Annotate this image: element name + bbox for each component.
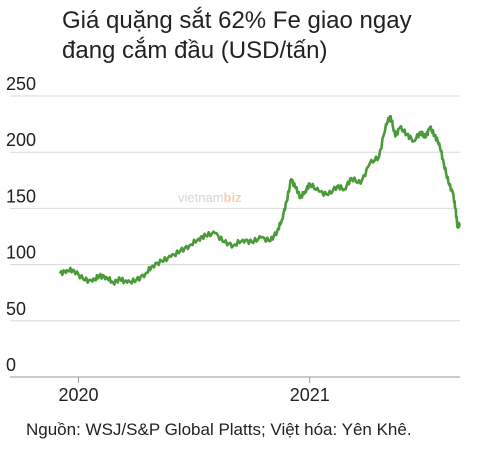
x-tick-label: 2021 [290, 385, 330, 405]
series-line [58, 114, 461, 286]
watermark-logo: vietnambiz [178, 190, 242, 205]
source-note: Nguồn: WSJ/S&P Global Platts; Việt hóa: … [26, 420, 412, 439]
y-tick-label: 0 [6, 355, 16, 375]
chart-title-line-1: Giá quặng sắt 62% Fe giao ngay [62, 7, 412, 34]
y-tick-label: 150 [6, 186, 36, 206]
chart-title-line-2: đang cắm đầu (USD/tấn) [62, 37, 328, 64]
watermark-suffix: biz [223, 190, 242, 205]
y-tick-label: 100 [6, 243, 36, 263]
chart-title: Giá quặng sắt 62% Fe giao ngay đang cắm … [62, 6, 412, 66]
y-tick-label: 200 [6, 130, 36, 150]
y-tick-label: 50 [6, 299, 26, 319]
y-tick-label: 250 [6, 74, 36, 94]
x-tick-label: 2020 [58, 385, 98, 405]
watermark-text: vietnam [178, 190, 224, 205]
